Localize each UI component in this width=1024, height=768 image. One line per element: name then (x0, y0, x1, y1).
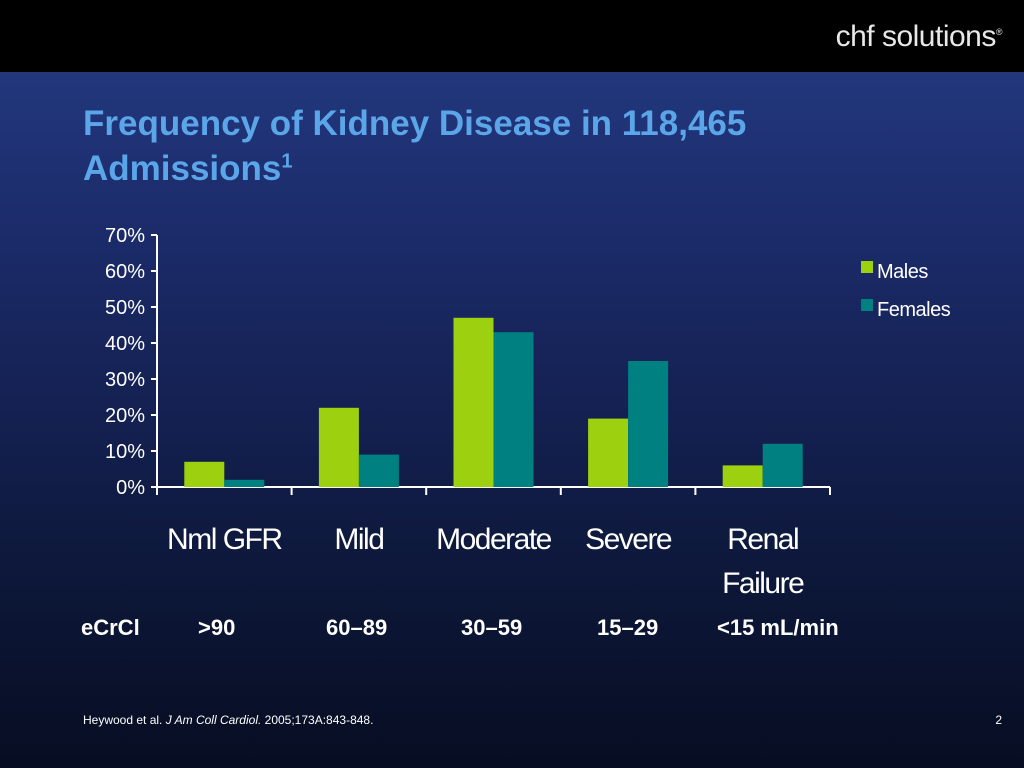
logo-text-solutions: solutions (881, 20, 996, 53)
bar-males (453, 317, 494, 487)
category-label: Severe (585, 523, 672, 556)
title-line-1: Frequency of Kidney Disease in 118,465 (83, 104, 747, 143)
page-number: 2 (995, 713, 1002, 727)
bar-females (762, 443, 803, 487)
category-labels: Nml GFR Mild Moderate Severe Renal Failure (167, 523, 806, 600)
reference-journal: J Am Coll Cardiol. (165, 713, 262, 727)
category-label: Renal (727, 523, 798, 556)
ecrcl-value-3: 30–59 (461, 615, 523, 640)
chart-axes: 0% 10% 20% 30% 40% 50% 60% 70% (105, 225, 831, 499)
category-label: Failure (722, 567, 804, 600)
legend-label: Females (877, 299, 951, 321)
y-tick-label: 50% (105, 297, 145, 319)
y-tick-label: 30% (105, 369, 145, 391)
ecrcl-value-4: 15–29 (597, 615, 659, 640)
bar-males (722, 465, 763, 487)
y-tick-label: 70% (105, 225, 145, 247)
y-tick-label: 20% (105, 405, 145, 427)
bar-females (224, 479, 265, 487)
reference-authors: Heywood et al. (83, 713, 163, 727)
ecrcl-value-1: >90 (198, 615, 236, 640)
title-footnote-mark: 1 (281, 150, 293, 173)
bar-males (588, 418, 629, 487)
y-tick-label: 10% (105, 441, 145, 463)
bar-females (493, 332, 534, 487)
header-bar (0, 0, 1024, 72)
slide-title: Frequency of Kidney Disease in 118,465 A… (83, 101, 903, 191)
ecrcl-label: eCrCl (81, 615, 140, 640)
bar-males (318, 407, 359, 487)
y-tick-label: 0% (116, 477, 145, 499)
logo-text-chf: chf (835, 20, 875, 53)
legend-swatch (861, 299, 873, 311)
legend-swatch (861, 261, 873, 273)
reference-citation: Heywood et al. J Am Coll Cardiol. 2005;1… (83, 713, 373, 727)
reference-details: 2005;173A:843-848. (264, 713, 374, 727)
legend-label: Males (877, 261, 928, 283)
y-tick-label: 60% (105, 261, 145, 283)
bar-females (628, 361, 669, 487)
category-label: Nml GFR (167, 523, 282, 556)
ecrcl-value-2: 60–89 (326, 615, 388, 640)
category-label: Mild (334, 523, 383, 556)
title-line-2: Admissions (83, 149, 282, 188)
bar-males (184, 461, 225, 487)
company-logo: chf solutions® (835, 20, 1003, 54)
bar-females (358, 454, 399, 487)
category-label: Moderate (436, 523, 552, 556)
y-tick-label: 40% (105, 333, 145, 355)
logo-registered-mark: ® (995, 27, 1003, 37)
ecrcl-value-5: <15 mL/min (717, 615, 839, 640)
chart-bars (184, 317, 803, 487)
chart-legend: Males Females (861, 261, 951, 321)
